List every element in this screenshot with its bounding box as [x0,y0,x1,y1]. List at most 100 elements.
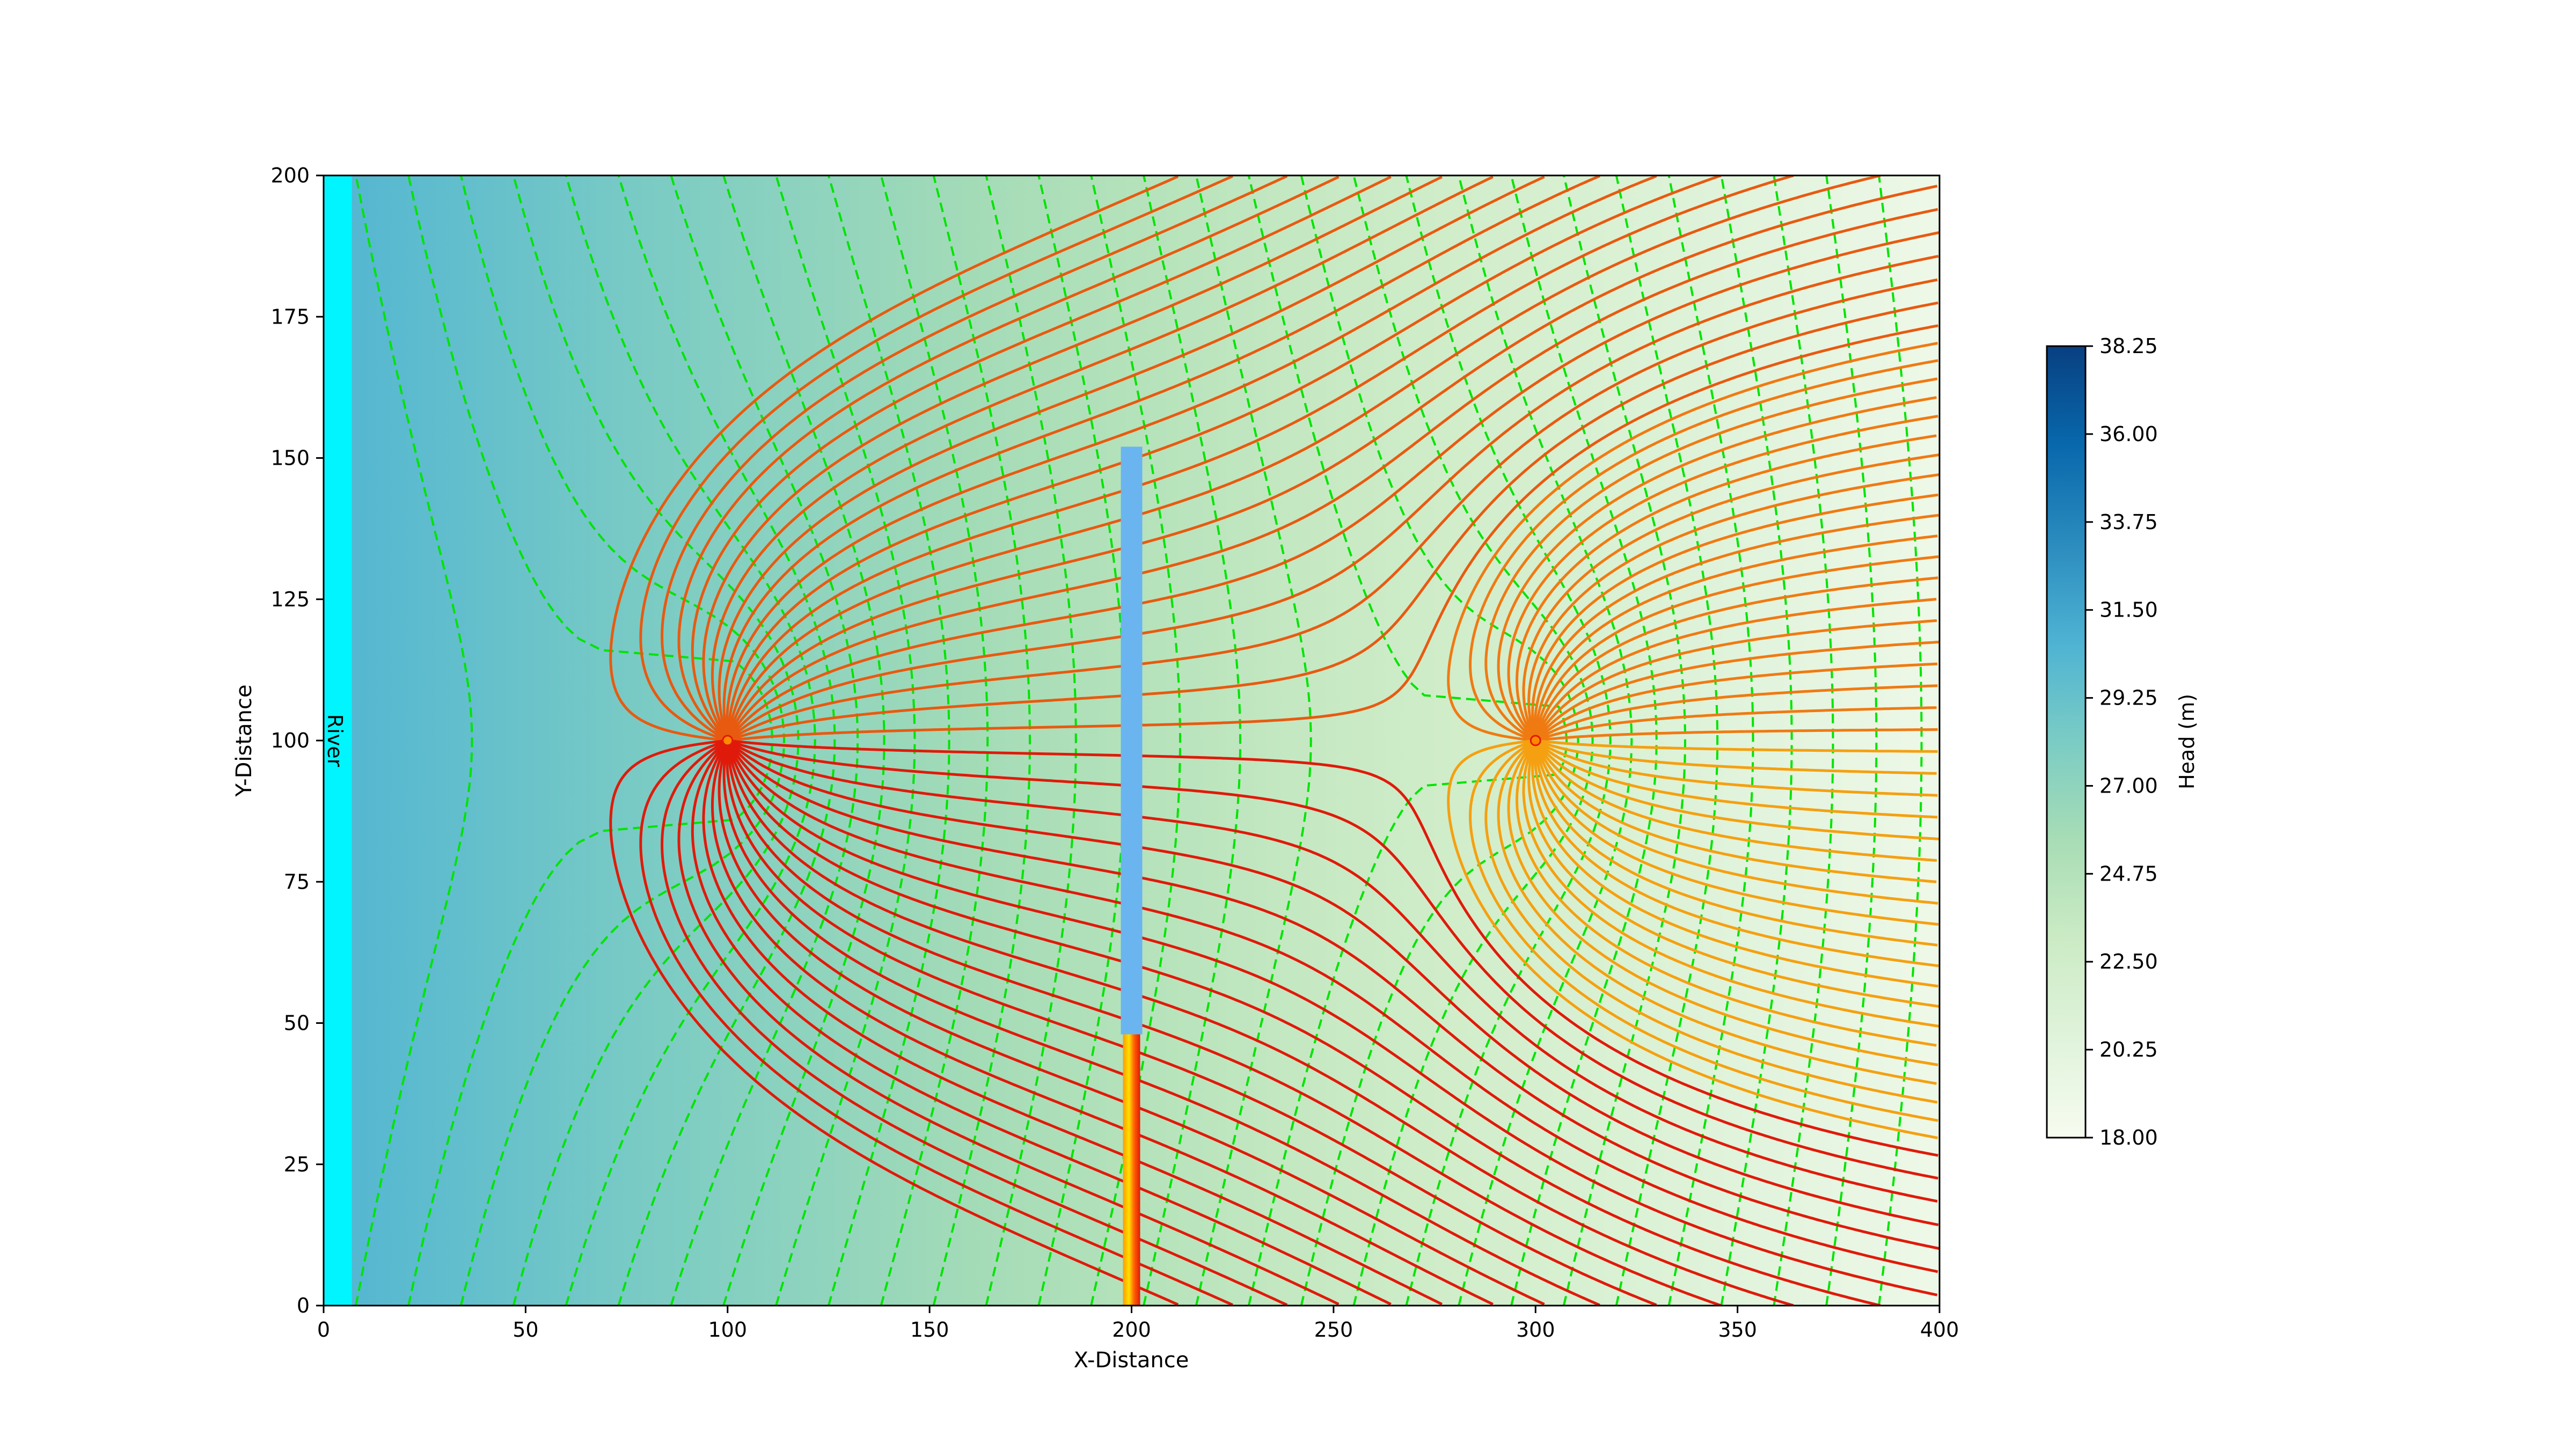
y-tick-label: 175 [270,305,310,328]
equipotential-line [459,175,786,1306]
streamline [726,175,1794,741]
equipotential-line [827,175,950,1306]
y-axis: 0 25 50 75 100 125 150 175 200 [270,164,324,1317]
x-tick-label: 200 [1112,1318,1151,1342]
y-tick-label: 50 [284,1012,310,1035]
streamline [1534,739,1938,819]
x-axis: 0 50 100 150 200 250 300 350 400 [317,1306,1959,1342]
streamline [1534,534,1938,741]
streamline [702,175,1443,742]
colorbar-tick-label: 36.00 [2099,422,2158,446]
equipotential-line [932,175,1031,1306]
streamline [1535,684,1938,742]
streamline [726,740,1794,1306]
equipotential-line [1667,175,1754,1306]
y-tick-label: 0 [297,1294,310,1317]
streamline [726,739,1938,1273]
streamline [1522,453,1940,741]
streamline [1515,739,1937,1047]
streamline [1484,739,1938,1104]
streamline [639,739,1233,1306]
colorbar-tick-label: 18.00 [2099,1126,2158,1149]
streamline [1534,739,1940,840]
x-tick-label: 150 [910,1318,949,1342]
streamline [726,740,1881,1306]
streamline [1527,740,1940,1008]
colorbar-ticks: 18.00 20.25 22.50 24.75 27.00 29.25 31.50 33.75… [2085,334,2158,1149]
y-axis-label: Y-Distance [232,684,257,797]
colorbar-tick-label: 38.25 [2099,334,2158,358]
y-tick-label: 75 [284,870,310,893]
streamline [727,324,1938,742]
x-tick-label: 0 [317,1318,330,1342]
streamline [677,175,1340,742]
streamline [1497,396,1937,742]
colorbar-tick-label: 27.00 [2099,774,2158,797]
streamline [609,175,1179,742]
streamlines [609,175,1940,1306]
streamline [726,739,1940,1250]
y-tick-label: 100 [270,729,310,752]
colorbar-tick-label: 33.75 [2099,510,2158,534]
colorbar-tick-label: 29.25 [2099,686,2158,710]
equipotential-line [880,175,989,1306]
streamline [639,175,1233,742]
equipotential-line [670,175,859,1306]
streamline [1507,415,1938,742]
equipotential-line [1143,175,1242,1306]
streamline [1507,739,1938,1066]
equipotential-line [1720,175,1793,1306]
streamline [726,185,1938,742]
streamline [1534,739,1937,862]
colorbar-tick-label: 20.25 [2099,1038,2158,1061]
streamline [1534,740,1938,947]
x-tick-label: 300 [1516,1318,1555,1342]
streamline [1535,728,1938,742]
colorbar-label: Head (m) [2175,694,2199,789]
streamline [1533,514,1939,741]
streamline [1534,740,1938,905]
streamline [1534,555,1939,741]
equipotential-line [1458,175,1633,1306]
streamline [609,739,1179,1306]
well-marker [1529,735,1541,746]
well-marker [722,735,734,746]
streamline [727,739,1938,1180]
y-tick-label: 25 [284,1153,310,1176]
streamline [1535,739,1938,797]
colorbar-tick-label: 24.75 [2099,862,2158,885]
x-tick-label: 250 [1314,1318,1353,1342]
streamline [726,175,1722,741]
streamline [1534,740,1939,926]
equipotential-line [1090,175,1182,1306]
equipotential-line [355,175,473,1306]
equipotential-line [1195,175,1312,1306]
streamline [1497,739,1937,1085]
streamline [726,208,1938,742]
equipotential-line [722,175,885,1306]
streamline [727,739,1938,1203]
plot-area: River [323,174,1941,1307]
colorbar: 18.00 20.25 22.50 24.75 27.00 29.25 31.50 33.75… [2046,334,2199,1149]
streamline [711,175,1494,741]
streamline [726,175,1881,741]
streamline [725,175,1657,741]
streamline [727,278,1938,742]
streamline [691,175,1392,742]
streamline [1534,598,1937,742]
streamline [718,740,1545,1306]
x-axis-label: X-Distance [1074,1348,1189,1373]
streamline [1468,359,1938,742]
streamline [1534,662,1938,742]
y-tick-label: 150 [270,446,310,470]
streamline [1531,493,1938,741]
river-label: River [323,714,347,767]
colorbar-frame [2046,345,2087,1139]
equipotential-line [1352,175,1594,1306]
streamline [726,740,1722,1306]
equipotential-line [1773,175,1834,1306]
streamline [691,739,1392,1306]
streamline [1531,740,1938,988]
streamline [726,739,1938,1296]
